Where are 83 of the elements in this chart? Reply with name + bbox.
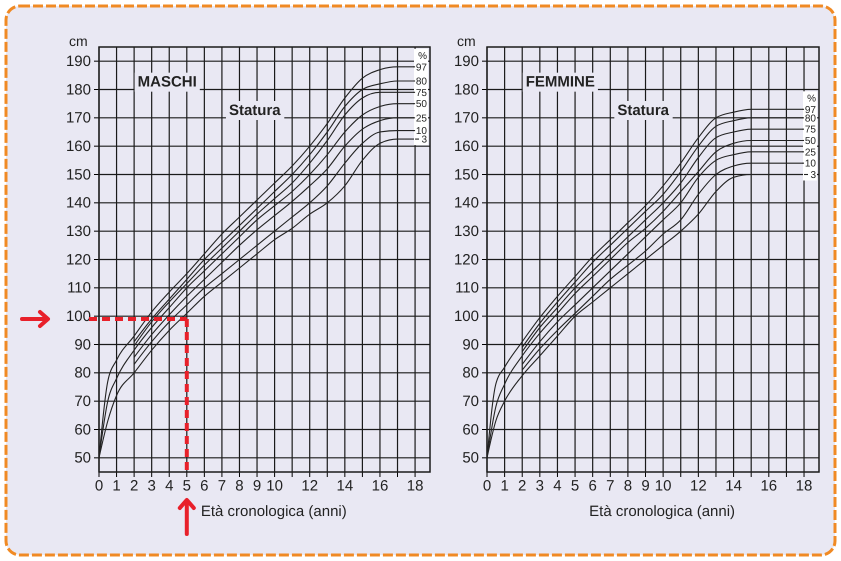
x-tick-label: 7 (218, 478, 226, 495)
x-tick-label: 8 (235, 478, 244, 495)
y-tick-label: 80 (74, 364, 91, 382)
y-tick-label: 130 (454, 222, 479, 240)
x-tick-label: 10 (654, 478, 672, 495)
legend-title: % (418, 50, 428, 62)
legend-label: 97 (416, 62, 428, 74)
x-tick-label: 5 (182, 478, 191, 495)
x-tick-label: 9 (252, 478, 262, 495)
y-tick-label: 90 (74, 336, 91, 354)
y-tick-label: 60 (462, 421, 479, 438)
y-tick-label: 80 (462, 364, 479, 382)
y-tick-label: 100 (66, 308, 91, 325)
x-tick-label: 8 (624, 478, 632, 495)
x-tick-label: 16 (760, 478, 778, 495)
legend-title: % (807, 93, 816, 104)
y-tick-label: 180 (66, 81, 91, 98)
x-tick-label: 5 (570, 478, 580, 495)
y-tick-label: 140 (454, 194, 479, 212)
y-tick-label: 110 (67, 280, 91, 297)
y-tick-label: 150 (66, 166, 91, 184)
x-tick-label: 18 (406, 478, 424, 495)
y-tick-label: 50 (74, 450, 91, 467)
y-tick-label: 180 (454, 81, 479, 98)
legend-label: 75 (416, 88, 428, 99)
x-tick-label: 1 (500, 478, 509, 495)
x-tick-label: 0 (482, 478, 492, 495)
y-tick-label: 160 (454, 138, 479, 155)
x-tick-label: 2 (130, 478, 138, 495)
x-tick-label: 3 (536, 478, 544, 495)
y-tick-label: 70 (74, 392, 91, 410)
y-tick-label: 120 (66, 251, 91, 268)
legend-label: 50 (416, 99, 428, 110)
x-tick-label: 14 (725, 478, 742, 495)
x-tick-label: 4 (165, 478, 174, 495)
y-tick-label: 90 (462, 336, 479, 354)
y-tick-label: 50 (462, 450, 479, 467)
x-tick-label: 6 (200, 478, 209, 495)
x-tick-label: 9 (641, 478, 650, 495)
y-tick-label: 170 (454, 110, 479, 127)
y-tick-label: 130 (66, 222, 91, 240)
x-tick-label: 12 (301, 478, 318, 495)
legend-label: 80 (804, 113, 816, 124)
y-tick-label: 190 (454, 52, 479, 70)
x-axis-title: Età cronologica (anni) (589, 503, 736, 520)
text: Statura (228, 102, 282, 119)
x-tick-label: 0 (94, 478, 104, 495)
x-tick-label: 1 (112, 478, 121, 495)
legend-label: 97 (804, 104, 816, 116)
legend-label: 3 (810, 170, 816, 181)
x-tick-label: 7 (606, 478, 614, 495)
y-tick-label: 60 (74, 421, 91, 438)
x-tick-label: 16 (372, 478, 388, 495)
y-tick-label: 160 (66, 138, 91, 155)
x-tick-label: 3 (148, 478, 156, 495)
legend-label: 25 (804, 147, 816, 158)
x-tick-label: 2 (518, 478, 526, 495)
y-tick-label: 70 (462, 392, 479, 410)
legend-label: 75 (804, 124, 816, 136)
y-tick-label: 120 (454, 251, 479, 268)
x-tick-label: 14 (336, 478, 354, 495)
y-axis-title: cm (457, 33, 476, 49)
legend-label: 80 (416, 76, 428, 88)
legend-label: 50 (804, 136, 816, 147)
y-tick-label: 100 (454, 308, 479, 325)
y-tick-label: 140 (66, 194, 91, 212)
x-tick-label: 4 (553, 478, 562, 495)
y-tick-label: 150 (454, 166, 479, 184)
x-tick-label: 18 (796, 478, 812, 495)
legend-label: 25 (416, 113, 428, 124)
legend-label: 3 (421, 134, 428, 146)
x-tick-label: 10 (266, 478, 283, 495)
y-tick-label: 110 (455, 280, 479, 297)
x-tick-label: 12 (690, 478, 707, 495)
x-tick-label: 6 (588, 478, 597, 495)
y-tick-label: 190 (66, 52, 91, 70)
x-axis-title: Età cronologica (anni) (200, 503, 347, 520)
y-tick-label: 170 (66, 110, 91, 127)
text: MASCHI (138, 74, 197, 91)
text: FEMMINE (526, 74, 595, 91)
legend-label: 10 (804, 158, 816, 170)
y-axis-title: cm (69, 33, 88, 49)
text: Statura (617, 102, 670, 119)
